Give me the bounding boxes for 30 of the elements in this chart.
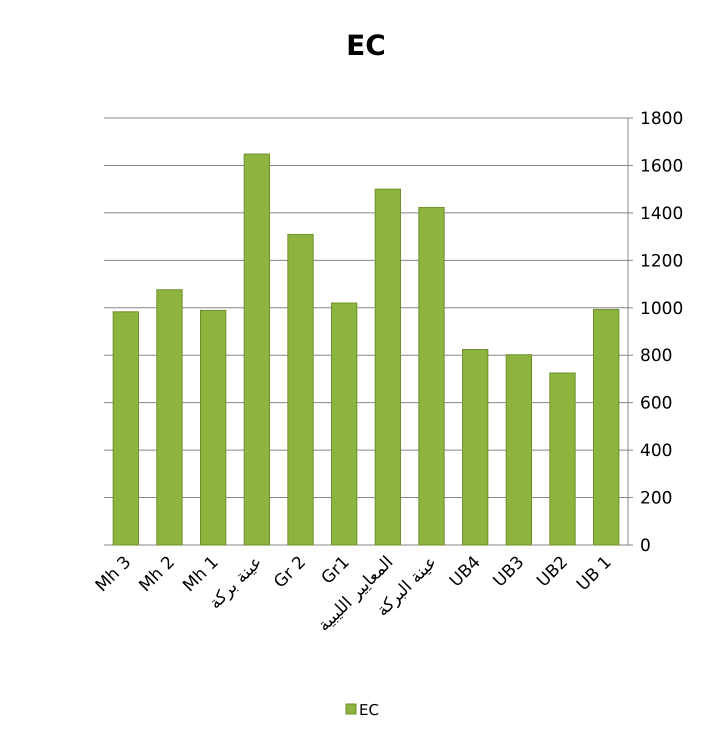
x-tick-label: UB2: [533, 552, 572, 592]
y-tick-label: 1800: [640, 109, 684, 129]
bar: [462, 349, 488, 546]
bar: [156, 289, 183, 546]
y-tick-label: 1200: [640, 251, 684, 272]
x-tick-label: Gr1: [318, 552, 354, 588]
x-tick-label: UB 1: [573, 552, 616, 596]
y-tick-label: 600: [640, 394, 672, 414]
bar: [506, 354, 532, 546]
x-tick-label: Gr 2: [270, 552, 310, 592]
x-tick-label: Mh 3: [92, 552, 136, 596]
y-tick-label: 1000: [640, 298, 684, 319]
x-tick-label: Mh 2: [135, 552, 180, 596]
bar: [200, 310, 226, 546]
bar: [374, 188, 401, 546]
y-tick-label: 200: [640, 488, 672, 509]
bar: [244, 154, 270, 546]
y-tick-label: 400: [640, 441, 672, 462]
y-tick-label: 800: [640, 346, 672, 366]
bar: [112, 311, 139, 546]
y-tick-label: 1600: [640, 156, 684, 176]
y-tick-label: 0: [640, 536, 651, 556]
bar: [549, 372, 576, 546]
bar: [593, 308, 620, 546]
y-tick-label: 1400: [640, 204, 684, 224]
legend-label: EC: [359, 701, 379, 719]
bar: [331, 302, 358, 546]
bar: [418, 206, 445, 546]
bar: [287, 234, 314, 546]
chart-title: EC: [346, 29, 386, 62]
